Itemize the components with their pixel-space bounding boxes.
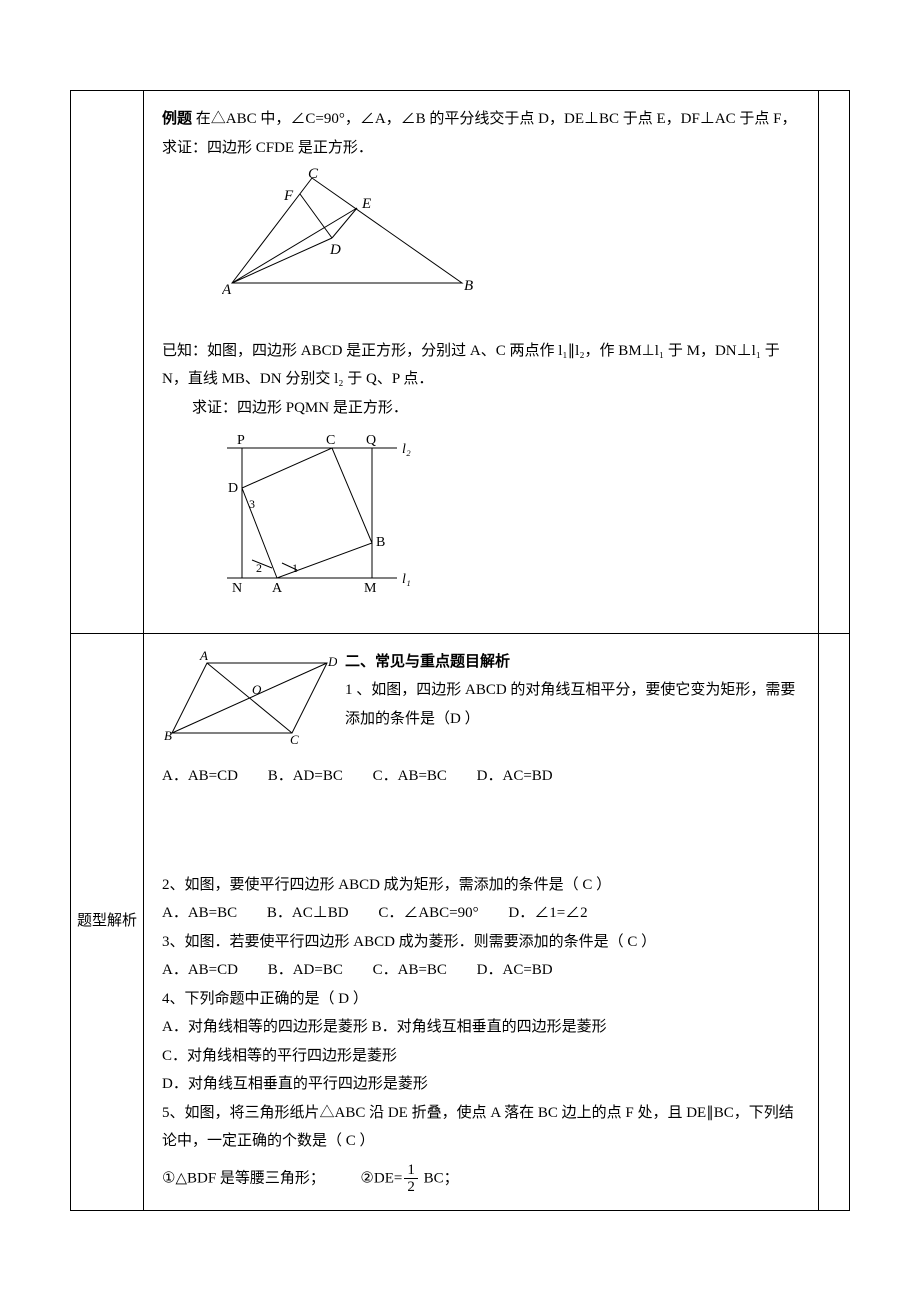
q5-text: 5、如图，将三角形纸片△ABC 沿 DE 折叠，使点 A 落在 BC 边上的点 … — [162, 1099, 800, 1156]
svg-text:Q: Q — [366, 433, 376, 448]
svg-text:A: A — [199, 648, 208, 663]
q3-options: A．AB=CD B．AD=BC C．AB=BC D．AC=BD — [162, 956, 800, 985]
example-label: 例题 — [162, 111, 192, 127]
svg-text:A: A — [272, 581, 283, 596]
svg-text:D: D — [327, 654, 337, 669]
problem-2-line1: 已知：如图，四边形 ABCD 是正方形，分别过 A、C 两点作 l₁∥l₂，作 … — [162, 337, 800, 394]
svg-text:A: A — [222, 282, 232, 298]
svg-text:P: P — [237, 433, 245, 448]
svg-text:C: C — [308, 168, 319, 182]
example-problem: 例题 在△ABC 中，∠C=90°，∠A，∠B 的平分线交于点 D，DE⊥BC … — [162, 105, 800, 162]
svg-text:1: 1 — [292, 561, 298, 575]
figure-3: A D B C O — [162, 648, 337, 759]
row2-left-cell: 题型解析 — [71, 633, 144, 1210]
q1-options: A．AB=CD B．AD=BC C．AB=BC D．AC=BD — [162, 762, 800, 791]
row1-mid-cell: 例题 在△ABC 中，∠C=90°，∠A，∠B 的平分线交于点 D，DE⊥BC … — [144, 91, 819, 634]
content-table: 例题 在△ABC 中，∠C=90°，∠A，∠B 的平分线交于点 D，DE⊥BC … — [70, 90, 850, 1211]
svg-text:C: C — [290, 732, 299, 747]
q5-conds: ①△BDF 是等腰三角形； ②DE=12 BC； — [162, 1162, 800, 1196]
svg-text:D: D — [329, 242, 341, 258]
figure-1: A B C D E F — [222, 168, 800, 309]
svg-text:l₁: l₁ — [402, 572, 411, 587]
q4-optA: A．对角线相等的四边形是菱形 B．对角线互相垂直的四边形是菱形 — [162, 1013, 800, 1042]
svg-text:2: 2 — [256, 561, 262, 575]
row2-mid-cell: A D B C O 二、常见与重点题目解析 1 、如图，四边形 ABCD 的对角… — [144, 633, 819, 1210]
q4-text: 4、下列命题中正确的是（ D ） — [162, 985, 800, 1014]
q3-text: 3、如图．若要使平行四边形 ABCD 成为菱形．则需要添加的条件是（ C ） — [162, 928, 800, 957]
row1-right-cell — [819, 91, 850, 634]
svg-text:O: O — [252, 682, 262, 697]
svg-text:l₂: l₂ — [402, 442, 411, 457]
svg-text:C: C — [326, 433, 335, 448]
q4-optD: D．对角线互相垂直的平行四边形是菱形 — [162, 1070, 800, 1099]
svg-text:B: B — [164, 728, 172, 743]
q4-optC: C．对角线相等的平行四边形是菱形 — [162, 1042, 800, 1071]
figure-2: P C Q l₂ D 3 B N 2 1 A M l₁ — [222, 428, 800, 609]
problem-2-line2: 求证：四边形 PQMN 是正方形． — [162, 394, 800, 423]
svg-text:F: F — [283, 188, 294, 204]
svg-text:B: B — [376, 535, 385, 550]
svg-text:D: D — [228, 481, 238, 496]
svg-text:M: M — [364, 581, 377, 596]
q2-text: 2、如图，要使平行四边形 ABCD 成为矩形，需添加的条件是（ C ） — [162, 871, 800, 900]
row1-left-cell — [71, 91, 144, 634]
svg-text:E: E — [361, 196, 371, 212]
fraction-half: 12 — [404, 1162, 418, 1196]
svg-text:3: 3 — [249, 497, 255, 511]
row2-right-cell — [819, 633, 850, 1210]
row2-left-label: 题型解析 — [71, 907, 143, 936]
q2-options: A．AB=BC B．AC⊥BD C．∠ABC=90° D．∠1=∠2 — [162, 899, 800, 928]
svg-text:N: N — [232, 581, 242, 596]
svg-text:B: B — [464, 278, 473, 294]
example-text: 在△ABC 中，∠C=90°，∠A，∠B 的平分线交于点 D，DE⊥BC 于点 … — [162, 111, 797, 156]
